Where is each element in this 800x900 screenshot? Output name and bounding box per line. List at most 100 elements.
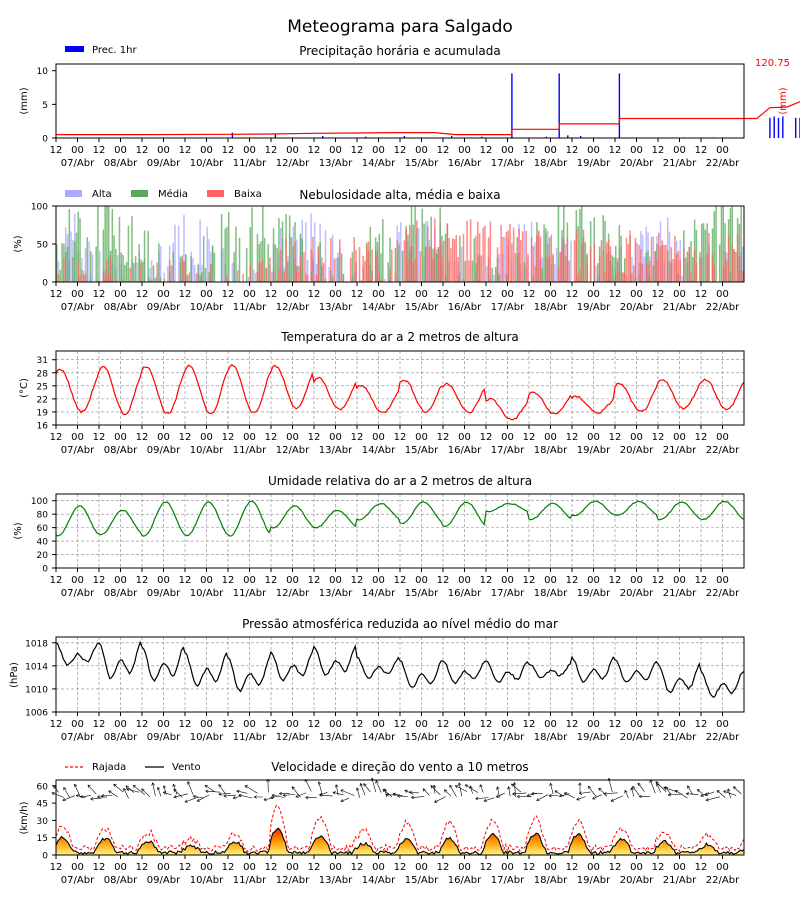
- x-tick-date-label: 12/Abr: [276, 732, 310, 743]
- wind-arrow-head: [526, 793, 531, 797]
- cloud-bar: [340, 253, 343, 282]
- x-tick-date-label: 12/Abr: [276, 302, 310, 313]
- cloud-legend-baixa-label: Baixa: [234, 189, 262, 200]
- cloud-bar: [518, 228, 520, 282]
- wind-arrow-head: [517, 794, 520, 799]
- x-tick-hour-label: 00: [415, 145, 428, 156]
- wind-speed-line: [55, 827, 745, 856]
- cloud-title: Nebulosidade alta, média e baixa: [299, 188, 500, 202]
- wind-arrow-head: [356, 787, 360, 791]
- cloud-bar: [527, 253, 529, 282]
- wind-arrow: [101, 795, 113, 797]
- y-tick-label: 1010: [25, 685, 48, 695]
- x-tick-hour-label: 12: [136, 432, 149, 443]
- cloud-bar: [163, 272, 166, 282]
- wind-arrow-head: [151, 782, 155, 786]
- x-tick-hour-label: 00: [329, 719, 342, 730]
- cloud-bar: [210, 264, 212, 282]
- y-tick-label: 20: [37, 551, 49, 561]
- cloud-bar: [299, 255, 302, 282]
- precip-bar: [773, 116, 775, 138]
- x-tick-hour-label: 12: [222, 719, 235, 730]
- cloud-ylabel: (%): [13, 235, 24, 252]
- wind-arrow: [667, 793, 683, 796]
- wind-arrow-head: [705, 798, 709, 802]
- cloud-legend-baixa-swatch: [207, 190, 224, 197]
- wind-arrow-head: [218, 792, 222, 796]
- cloud-bar: [260, 241, 262, 282]
- precip-frame: [55, 63, 745, 139]
- cloud-bar: [469, 219, 472, 282]
- y-tick-label: 45: [37, 800, 48, 810]
- wind-arrow-head: [579, 791, 583, 795]
- wind-arrow-head: [464, 784, 469, 788]
- wind-arrow-head: [727, 788, 731, 792]
- cloud-bar: [138, 244, 140, 282]
- wind-arrow: [356, 787, 360, 798]
- x-tick-hour-label: 00: [458, 862, 471, 873]
- cloud-bar: [597, 263, 599, 282]
- x-tick-hour-label: 00: [114, 432, 127, 443]
- x-tick-hour-label: 00: [501, 289, 514, 300]
- x-tick-hour-label: 00: [544, 145, 557, 156]
- cloud-bar: [616, 258, 619, 282]
- x-tick-hour-label: 12: [480, 432, 493, 443]
- x-tick-hour-label: 12: [394, 432, 407, 443]
- y-tick-label: 60: [37, 524, 49, 534]
- x-tick-date-label: 10/Abr: [190, 588, 224, 599]
- cloud-bar: [256, 271, 259, 282]
- cloud-bar: [507, 230, 510, 282]
- wind-arrow-head: [305, 795, 309, 800]
- cloud-bar: [319, 242, 321, 282]
- cloud-bar: [337, 257, 339, 282]
- cloud-bar: [604, 220, 606, 282]
- cloud-bar: [315, 274, 318, 282]
- pressure-title: Pressão atmosférica reduzida ao nível mé…: [242, 617, 558, 631]
- x-tick-hour-label: 00: [200, 432, 213, 443]
- cloud-bar: [330, 238, 332, 282]
- cloud-bar: [654, 251, 656, 282]
- precip-bar: [777, 117, 780, 138]
- cloud-bar: [79, 218, 81, 282]
- x-tick-date-label: 10/Abr: [190, 875, 224, 886]
- wind-arrow-head: [603, 792, 607, 796]
- wind-arrow: [205, 790, 220, 793]
- x-tick-hour-label: 00: [716, 145, 729, 156]
- cloud-bar: [296, 271, 298, 282]
- cloud-bar: [314, 280, 316, 282]
- cloud-bar: [604, 271, 606, 282]
- cloud-bar: [693, 250, 696, 282]
- cloud-bar: [690, 241, 692, 282]
- wind-arrow-head: [204, 785, 209, 789]
- x-tick-hour-label: 00: [673, 432, 686, 443]
- precip-bar: [481, 136, 483, 138]
- cloud-bar: [122, 278, 124, 282]
- x-tick-hour-label: 00: [587, 862, 600, 873]
- cloud-bar: [740, 206, 742, 282]
- cloud-bar: [233, 252, 235, 282]
- humidity-ylabel: (%): [13, 522, 24, 539]
- cloud-bar: [563, 239, 565, 282]
- x-tick-hour-label: 12: [394, 575, 407, 586]
- x-tick-date-label: 13/Abr: [319, 732, 353, 743]
- cloud-bar: [455, 235, 458, 282]
- cloud-bar: [729, 208, 732, 282]
- x-tick-date-label: 20/Abr: [620, 158, 654, 169]
- x-tick-hour-label: 00: [458, 719, 471, 730]
- cloud-bar: [724, 251, 726, 282]
- cloud-bar: [394, 273, 397, 282]
- x-tick-date-label: 07/Abr: [61, 445, 95, 456]
- pressure-line: [55, 640, 745, 699]
- wind-arrow-head: [75, 794, 80, 798]
- x-tick-hour-label: 12: [609, 862, 622, 873]
- x-tick-hour-label: 12: [93, 145, 106, 156]
- cloud-bar: [183, 214, 185, 282]
- wind-arrow-head: [685, 792, 690, 796]
- x-tick-hour-label: 12: [609, 432, 622, 443]
- wind-arrow: [126, 788, 140, 793]
- x-tick-date-label: 13/Abr: [319, 158, 353, 169]
- x-tick-hour-label: 00: [114, 862, 127, 873]
- cloud-bar: [253, 269, 255, 282]
- cloud-bar: [615, 269, 617, 282]
